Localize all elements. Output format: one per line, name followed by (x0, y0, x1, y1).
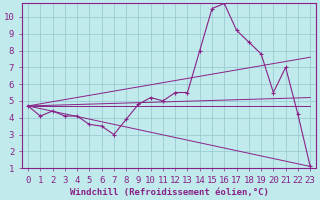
X-axis label: Windchill (Refroidissement éolien,°C): Windchill (Refroidissement éolien,°C) (70, 188, 268, 197)
